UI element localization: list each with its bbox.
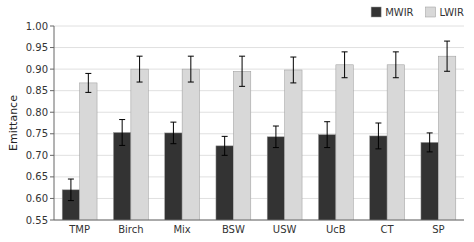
tick-label: SP (432, 224, 444, 235)
legend-label: MWIR (385, 7, 413, 18)
bar (80, 83, 97, 220)
error-bar (444, 41, 450, 71)
tick-mark (50, 26, 54, 27)
error-bar-path (273, 126, 279, 148)
legend: MWIR LWIR (371, 7, 464, 18)
error-bar (188, 56, 194, 82)
legend-swatch (371, 7, 381, 17)
error-bar (342, 52, 348, 78)
chart: 0.55 0.60 0.65 0.70 0.75 0.80 0.85 0.90 0.95 1.00… (0, 0, 474, 242)
error-bar-path (222, 136, 228, 155)
error-bar-path (427, 133, 433, 152)
bar (421, 142, 438, 220)
legend-swatch (426, 7, 436, 17)
error-bar-path (290, 57, 296, 83)
tick-mark (50, 112, 54, 113)
bar (131, 69, 148, 220)
plot-area (62, 41, 456, 220)
bar (267, 137, 284, 220)
grid-line (54, 26, 464, 27)
error-bar (137, 56, 143, 82)
tick-label: 0.90 (26, 64, 48, 75)
grid-line (54, 220, 464, 221)
error-bar (324, 122, 330, 148)
bar (285, 70, 302, 220)
tick-label: Birch (118, 224, 143, 235)
bar (387, 65, 404, 220)
tick-label: 0.95 (26, 42, 48, 53)
error-bar (375, 123, 381, 149)
error-bar-path (375, 123, 381, 149)
series (80, 41, 456, 220)
error-bar-path (393, 52, 399, 78)
legend-item: LWIR (426, 7, 464, 18)
tick-label: 0.85 (26, 85, 48, 96)
tick-label: 0.70 (26, 150, 48, 161)
tick-mark (50, 198, 54, 199)
tick-mark (50, 47, 54, 48)
error-bar-path (324, 122, 330, 148)
tick-mark (50, 69, 54, 70)
error-bar-path (137, 56, 143, 82)
x-axis: TMP Birch Mix BSW USW UcB CT SP (68, 224, 444, 235)
tick-label: TMP (68, 224, 90, 235)
tick-label: BSW (222, 224, 245, 235)
tick-label: 0.60 (26, 193, 48, 204)
y-axis-label: Emittance (7, 95, 20, 151)
bar (438, 56, 455, 220)
tick-label: CT (381, 224, 395, 235)
error-bar-path (188, 56, 194, 82)
error-bar (119, 120, 125, 146)
tick-label: UcB (326, 224, 346, 235)
tick-label: 0.65 (26, 171, 48, 182)
error-bar (393, 52, 399, 78)
bar (233, 71, 250, 220)
grid-line (54, 47, 464, 48)
error-bar-path (68, 179, 74, 201)
error-bar-path (170, 122, 176, 144)
error-bar-path (239, 56, 245, 86)
legend-item: MWIR (371, 7, 413, 18)
tick-label: 1.00 (26, 21, 48, 32)
tick-label: 0.55 (26, 215, 48, 226)
tick-label: USW (273, 224, 297, 235)
error-bar-path (119, 120, 125, 146)
legend-label: LWIR (440, 7, 464, 18)
tick-label: 0.75 (26, 128, 48, 139)
error-bar (427, 133, 433, 152)
error-bar-path (444, 41, 450, 71)
error-bar (273, 126, 279, 148)
error-bar-path (85, 73, 91, 92)
tick-label: Mix (173, 224, 190, 235)
tick-mark (50, 176, 54, 177)
tick-mark (50, 133, 54, 134)
tick-label: 0.80 (26, 107, 48, 118)
y-axis-line (54, 26, 55, 220)
error-bar (290, 57, 296, 83)
y-axis: 0.55 0.60 0.65 0.70 0.75 0.80 0.85 0.90 0.95 1.00 (26, 21, 464, 226)
error-bar (222, 136, 228, 155)
error-bar (170, 122, 176, 144)
bar (336, 65, 353, 220)
error-bar (68, 179, 74, 201)
x-axis-line (54, 220, 464, 221)
bar (216, 146, 233, 220)
tick-mark (50, 155, 54, 156)
bar (165, 133, 182, 220)
error-bar (85, 73, 91, 92)
tick-mark (50, 90, 54, 91)
error-bar (239, 56, 245, 86)
bar (182, 69, 199, 220)
error-bar-path (342, 52, 348, 78)
tick-mark (50, 220, 54, 221)
